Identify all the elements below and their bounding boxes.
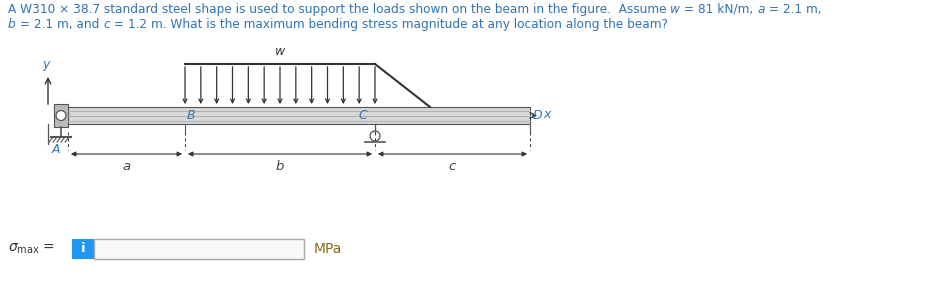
Text: = 2.1 m,: = 2.1 m, — [765, 3, 821, 16]
Bar — [68, 107, 530, 124]
Text: C: C — [358, 109, 367, 122]
Text: i: i — [80, 243, 85, 256]
Text: A W310 × 38.7 standard steel shape is used to support the loads shown on the bea: A W310 × 38.7 standard steel shape is us… — [8, 3, 670, 16]
Text: = 1.2 m. What is the maximum bending stress magnitude at any location along the : = 1.2 m. What is the maximum bending str… — [110, 18, 667, 31]
Text: D: D — [533, 109, 543, 122]
Text: a: a — [123, 160, 130, 173]
Bar — [54, 104, 68, 127]
Text: w: w — [670, 3, 680, 16]
Text: y: y — [42, 58, 50, 71]
Text: b: b — [276, 160, 285, 173]
Text: b: b — [8, 18, 16, 31]
Circle shape — [370, 131, 380, 141]
Bar — [94, 239, 304, 259]
Text: w: w — [275, 45, 285, 58]
Text: c: c — [449, 160, 456, 173]
Circle shape — [56, 110, 66, 120]
Text: $\sigma_{\rm max}$ =: $\sigma_{\rm max}$ = — [8, 242, 56, 256]
Text: a: a — [757, 3, 765, 16]
Text: x: x — [543, 108, 550, 121]
Text: = 2.1 m, and: = 2.1 m, and — [16, 18, 103, 31]
Text: MPa: MPa — [314, 242, 343, 256]
Text: B: B — [187, 109, 196, 122]
Text: A: A — [51, 143, 60, 156]
Bar — [72, 239, 94, 259]
Text: c: c — [103, 18, 110, 31]
Text: = 81 kN/m,: = 81 kN/m, — [680, 3, 757, 16]
